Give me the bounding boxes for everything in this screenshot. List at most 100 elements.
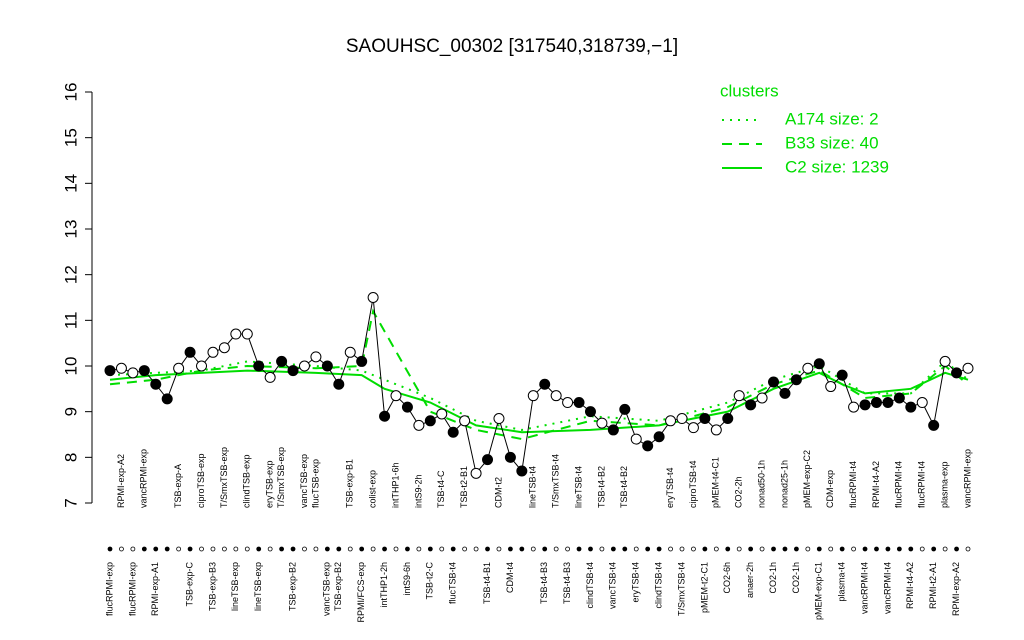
x-tick-label: TSB-exp-B2 [287, 562, 297, 611]
rug-marker [199, 546, 204, 552]
data-point [207, 346, 219, 358]
data-point [115, 362, 127, 374]
rug-marker [862, 546, 868, 552]
x-tick-label: CO2-2h [734, 476, 744, 508]
x-tick-label: vancRPMI-exp [962, 449, 972, 508]
x-tick-label: plasma-t4 [837, 562, 847, 602]
x-tick-label: T/SmxTSB-t4 [676, 562, 686, 616]
rug-marker [210, 546, 216, 552]
x-tick-label: vancRPMI-exp [139, 449, 149, 508]
rug-marker [462, 546, 468, 552]
x-tick-label: CO2-1h [768, 562, 778, 594]
x-tick-label: TSB-t4-C [436, 470, 446, 508]
rug-marker [450, 546, 456, 552]
x-tick-label: TSB-exp-A [173, 464, 183, 508]
rug-marker [279, 546, 285, 552]
rug-marker [256, 546, 262, 552]
data-point [562, 397, 574, 409]
data-point [390, 390, 402, 402]
x-tick-label: pMEM-exp-C1 [814, 562, 824, 620]
x-tick-label: vancRPMI-t4 [859, 562, 869, 614]
data-point [150, 378, 162, 390]
x-tick-label: pMEM-t4-C1 [711, 457, 721, 508]
rug-marker [473, 546, 479, 552]
x-tick-label: CO2-6h [722, 562, 732, 594]
rug-marker [416, 546, 422, 552]
chart-title: SAOUHSC_00302 [317540,318739,−1] [346, 36, 678, 57]
x-tick-label: anaer-2h [745, 562, 755, 598]
legend-label: C2 size: 1239 [785, 157, 889, 176]
data-point [768, 376, 780, 388]
x-tick-label: lineTSB-exp [230, 562, 240, 611]
x-tick-label: vancRPMI-t4 [882, 562, 892, 614]
data-point [298, 360, 310, 372]
rug-marker [771, 546, 776, 552]
rug-marker [679, 546, 685, 552]
rug-marker [576, 546, 582, 552]
data-point [459, 415, 471, 427]
data-point [882, 397, 894, 409]
x-tick-label: lineTSB-exp [253, 562, 263, 611]
data-point [756, 392, 768, 404]
data-point [321, 360, 333, 372]
data-point [928, 419, 940, 431]
x-tick-label: clindTSB-exp [242, 454, 252, 508]
x-tick-label: clindTSB-t4 [653, 562, 663, 609]
rug-marker [336, 546, 342, 552]
rug-marker [839, 546, 845, 552]
rug-marker [107, 546, 113, 552]
rug-marker [794, 546, 799, 552]
data-point [790, 374, 802, 386]
x-tick-label: TSB-exp-B3 [207, 562, 217, 611]
x-tick-label: flucRPMI-t4 [848, 461, 858, 508]
x-tick-label: intTHP1-2h [379, 562, 389, 608]
data-point [367, 292, 379, 303]
data-point [436, 408, 448, 420]
rug-marker [896, 546, 902, 552]
legend-label: A174 size: 2 [785, 109, 879, 128]
data-point [470, 467, 482, 479]
rug-marker [496, 546, 502, 552]
data-point [310, 351, 322, 363]
y-tick-label: 14 [61, 174, 80, 193]
x-tick-label: RPMI-exp-A2 [951, 562, 961, 616]
rug-marker [599, 546, 605, 552]
data-point [550, 390, 562, 402]
rug-marker [908, 546, 914, 552]
x-tick-label: CO2-1h [791, 562, 801, 594]
x-tick-label: intTHP1-6h [390, 462, 400, 508]
rug-marker [130, 546, 136, 552]
data-point [424, 415, 436, 427]
data-point [138, 365, 150, 377]
data-point [630, 433, 642, 445]
rug-marker [542, 546, 548, 552]
rug-marker [347, 546, 353, 552]
rug-marker [153, 546, 159, 552]
data-point [745, 399, 757, 411]
x-tick-label: T/SmxTSB-exp [276, 447, 286, 508]
rug-marker [954, 546, 959, 552]
rug-marker [816, 546, 822, 552]
data-point [584, 406, 596, 418]
x-tick-label: flucTSB-exp [310, 459, 320, 508]
data-point [848, 401, 860, 413]
data-point [161, 393, 173, 405]
rug-marker [507, 546, 513, 552]
y-tick-label: 9 [61, 407, 80, 416]
data-point [813, 358, 825, 370]
rug-marker [736, 546, 742, 552]
y-tick-label: 10 [61, 357, 80, 376]
rug-marker [702, 546, 708, 552]
rug-marker [851, 546, 856, 552]
rug-marker [759, 546, 765, 552]
rug-marker [748, 546, 754, 552]
data-point [642, 440, 654, 452]
data-point [344, 346, 356, 358]
x-tick-label: flucRPMI-t4 [917, 461, 927, 508]
data-point [527, 390, 539, 402]
x-tick-label: flucRPMI-exp [127, 562, 137, 616]
x-tick-label: T/SmxTSB-exp [219, 447, 229, 508]
x-tick-label: eryTSB-t4 [665, 467, 675, 508]
data-point [870, 397, 882, 409]
rug-marker [290, 546, 296, 552]
